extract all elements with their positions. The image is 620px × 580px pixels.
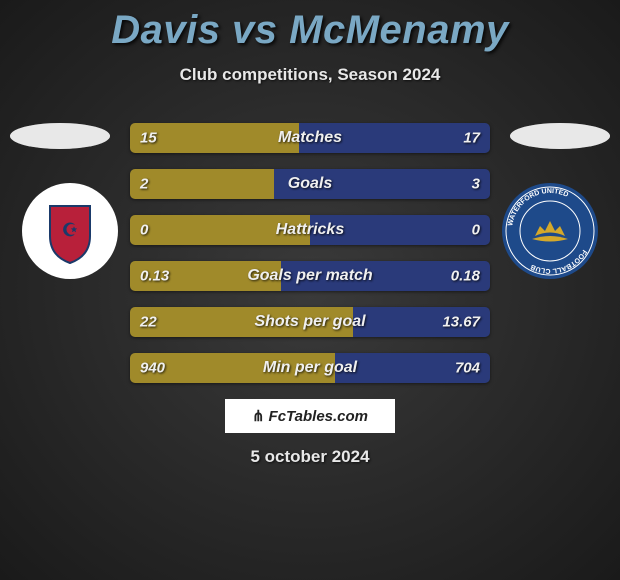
stat-bar-row: 940704Min per goal — [130, 353, 490, 383]
bar-label: Min per goal — [130, 359, 490, 377]
bar-label: Hattricks — [130, 221, 490, 239]
right-flag — [510, 123, 610, 149]
comparison-area: ☪ WATERFORD UNITED FOOTBALL CLUB 1517Mat… — [0, 123, 620, 383]
stat-bar-row: 00Hattricks — [130, 215, 490, 245]
crest-left-icon: ☪ — [20, 181, 120, 281]
footer-text: FcTables.com — [269, 408, 368, 425]
footer-badge: ⋔ FcTables.com — [225, 399, 395, 433]
page-title: Davis vs McMenamy — [0, 0, 620, 53]
left-crest: ☪ — [20, 181, 120, 281]
bar-label: Matches — [130, 129, 490, 147]
flag-left-icon — [10, 123, 110, 149]
fctables-icon: ⋔ — [252, 407, 265, 425]
stat-bar-row: 0.130.18Goals per match — [130, 261, 490, 291]
right-crest: WATERFORD UNITED FOOTBALL CLUB — [500, 181, 600, 281]
subtitle: Club competitions, Season 2024 — [0, 65, 620, 85]
flag-right-icon — [510, 123, 610, 149]
svg-text:☪: ☪ — [62, 220, 78, 240]
stat-bars: 1517Matches 23Goals 00Hattricks 0.130.18Goa… — [130, 123, 490, 383]
bar-label: Shots per goal — [130, 313, 490, 331]
date-label: 5 october 2024 — [0, 447, 620, 467]
bar-label: Goals — [130, 175, 490, 193]
left-flag — [10, 123, 110, 149]
stat-bar-row: 23Goals — [130, 169, 490, 199]
crest-right-icon: WATERFORD UNITED FOOTBALL CLUB — [500, 181, 600, 281]
stat-bar-row: 1517Matches — [130, 123, 490, 153]
bar-label: Goals per match — [130, 267, 490, 285]
stat-bar-row: 2213.67Shots per goal — [130, 307, 490, 337]
